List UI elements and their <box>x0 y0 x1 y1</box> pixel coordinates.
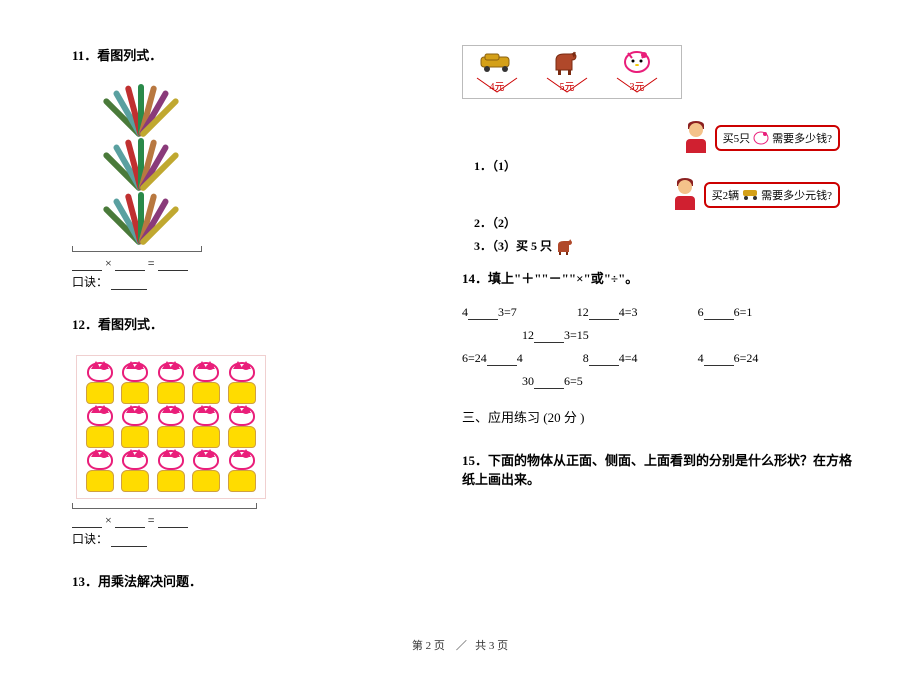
kitty-bracket <box>72 503 257 509</box>
times-symbol: × <box>105 513 112 527</box>
speech-bubble-1: 买5只 需要多少钱? <box>715 125 840 151</box>
page-total: 共 3 页 <box>475 640 508 652</box>
item-cat: 3元 <box>609 50 665 94</box>
person-icon <box>681 123 711 153</box>
kitty-icon <box>83 406 117 448</box>
kitty-icon <box>118 406 152 448</box>
car-icon <box>474 50 520 76</box>
sub-q-3: 3．（3）买 5 只 <box>474 237 860 256</box>
blank[interactable] <box>72 514 102 528</box>
kitty-icon <box>225 450 259 492</box>
blank[interactable] <box>115 257 145 271</box>
blank[interactable] <box>468 306 498 320</box>
q14-row1: 43=7 124=3 66=1 <box>462 305 860 320</box>
question-13-title: 13．用乘法解决问题． <box>72 571 382 590</box>
equals-symbol: = <box>148 256 155 270</box>
kitty-icon <box>83 450 117 492</box>
items-row: 4元 5元 3元 <box>462 45 682 99</box>
q11-formula: × = <box>72 256 382 271</box>
blank[interactable] <box>589 352 619 366</box>
blank[interactable] <box>115 514 145 528</box>
car-small-icon <box>741 188 759 202</box>
bubble1-prefix: 买5只 <box>723 130 751 146</box>
q14-title: 14．填上"＋""－""×"或"÷"。 <box>462 268 860 287</box>
kitty-row <box>83 362 259 404</box>
question-11: 11．看图列式． × = 口诀： <box>72 45 382 290</box>
kitty-icon <box>118 450 152 492</box>
page-content: 11．看图列式． × = 口诀： 12．看图列式． <box>0 0 920 602</box>
blank[interactable] <box>487 352 517 366</box>
kitty-icon <box>83 362 117 404</box>
kitty-icon <box>154 406 188 448</box>
sticks-bracket <box>72 246 202 252</box>
kitty-icon <box>154 362 188 404</box>
speech-bubble-2: 买2辆 需要多少元钱? <box>704 182 840 208</box>
page-footer: 第 2 页 ／ 共 3 页 <box>0 637 920 653</box>
q11-title: 11．看图列式． <box>72 45 382 64</box>
kitty-icon <box>118 362 152 404</box>
q12-title: 12．看图列式． <box>72 314 382 333</box>
blank[interactable] <box>534 375 564 389</box>
kitty-row <box>83 450 259 492</box>
sticks-row <box>76 138 206 190</box>
item-horse: 5元 <box>539 50 595 94</box>
q12-koujue: 口诀： <box>72 530 382 547</box>
person-icon <box>670 180 700 210</box>
koujue-label: 口诀： <box>72 275 108 289</box>
blank[interactable] <box>589 306 619 320</box>
koujue-label: 口诀： <box>72 532 108 546</box>
bubble2-prefix: 买2辆 <box>712 187 740 203</box>
page-sep: ／ <box>456 640 467 652</box>
price-tag-2: 5元 <box>545 76 589 94</box>
right-column: 4元 5元 3元 <box>462 45 860 602</box>
sticks-row <box>76 192 206 244</box>
sub3-text: 3．（3）买 5 只 <box>474 239 552 253</box>
page-current: 第 2 页 <box>412 640 445 652</box>
kitty-icon <box>189 362 223 404</box>
blank[interactable] <box>72 257 102 271</box>
blank[interactable] <box>704 352 734 366</box>
blank[interactable] <box>111 533 147 547</box>
blank[interactable] <box>111 276 147 290</box>
section-3-title: 三、应用练习 (20 分 ) <box>462 407 860 426</box>
kitty-row <box>83 406 259 448</box>
q15-title: 15．下面的物体从正面、侧面、上面看到的分别是什么形状？在方格纸上画出来。 <box>462 450 860 488</box>
kitty-icon <box>189 450 223 492</box>
question-12: 12．看图列式． × = 口诀： <box>72 314 382 547</box>
kitty-icon <box>225 406 259 448</box>
q14-row2: 6=244 84=4 46=24 <box>462 351 860 366</box>
kitty-figure <box>76 355 266 499</box>
blank[interactable] <box>704 306 734 320</box>
equals-symbol: = <box>148 513 155 527</box>
bubble1-text: 需要多少钱? <box>772 130 832 146</box>
price-tag-3: 3元 <box>615 76 659 94</box>
blank[interactable] <box>158 514 188 528</box>
q13-title: 13．用乘法解决问题． <box>72 571 382 590</box>
sticks-row <box>76 84 206 136</box>
cat-small-icon <box>752 131 770 145</box>
kitty-icon <box>225 362 259 404</box>
price-tag-1: 4元 <box>475 76 519 94</box>
bubble-row-2: 买2辆 需要多少元钱? <box>462 180 840 210</box>
cat-icon <box>614 50 660 76</box>
sub-q-1: 1．（1） <box>474 157 860 174</box>
q12-formula: × = <box>72 513 382 528</box>
sub-q-2: 2．（2） <box>474 214 860 231</box>
kitty-icon <box>154 450 188 492</box>
q11-koujue: 口诀： <box>72 273 382 290</box>
kitty-icon <box>189 406 223 448</box>
left-column: 11．看图列式． × = 口诀： 12．看图列式． <box>72 45 382 602</box>
times-symbol: × <box>105 256 112 270</box>
q14-row2b: 306=5 <box>522 374 860 389</box>
sticks-figure <box>76 84 382 244</box>
item-car: 4元 <box>469 50 525 94</box>
horse-small-icon <box>555 238 575 256</box>
blank[interactable] <box>158 257 188 271</box>
bubble-row-1: 买5只 需要多少钱? <box>462 123 840 153</box>
q14-row1b: 123=15 <box>522 328 860 343</box>
bubble2-text: 需要多少元钱? <box>761 187 832 203</box>
blank[interactable] <box>534 329 564 343</box>
horse-icon <box>544 50 590 76</box>
